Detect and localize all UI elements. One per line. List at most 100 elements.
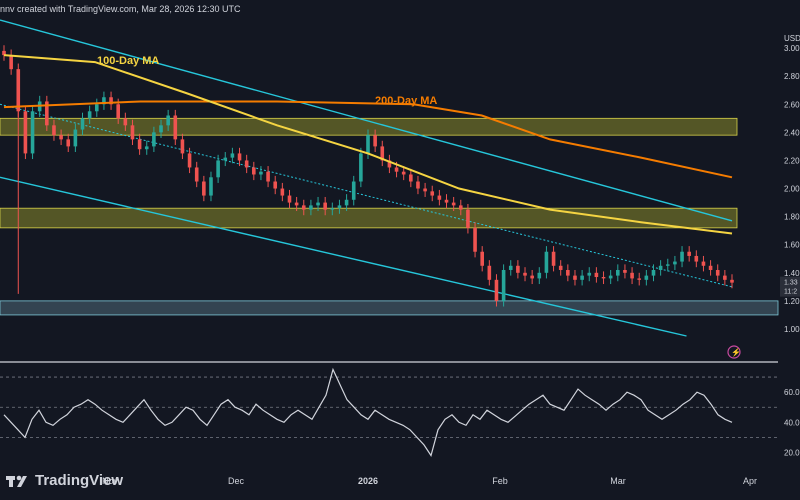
candle-body [116,104,120,119]
candle-body [694,255,699,262]
candle-body [344,199,349,206]
candle-body [209,177,213,196]
candle-body [337,205,342,209]
candle-body [359,153,363,182]
candle-body [730,279,734,283]
last-price-label: 1.33 [784,280,798,287]
candle-body [216,160,220,178]
candle-body [87,111,92,119]
candle-body [351,181,356,200]
candle-body [316,202,320,206]
ma-100-annotation: 100-Day MA [97,55,159,67]
candle-body [530,275,534,279]
candle-body [94,104,99,112]
time-axis-label: Apr [743,476,757,486]
candle-body [573,275,577,280]
candle-body [658,265,663,270]
chart-header: nnv created with TradingView.com, Mar 28… [0,4,241,14]
price-tick-label: 2.60 [784,100,800,109]
candle-body [130,125,135,140]
channel-lower-line [0,176,687,337]
candle-body [723,275,727,280]
candle-body [73,129,78,147]
last-price-tag [780,276,800,297]
candle-body [473,227,477,252]
ma-200-line [3,100,733,179]
candle-body [66,139,71,147]
candle-body [109,97,113,105]
candle-body [287,195,292,203]
candle-body [380,146,385,161]
candle-body [401,171,406,175]
candle-body [323,202,327,210]
candle-body [223,157,228,161]
candle-body [166,115,170,126]
candle-body [501,269,506,301]
tradingview-logo-icon [6,475,27,487]
candle-body [409,174,413,182]
candle-body [80,118,85,130]
candle-body [608,275,613,279]
candle-body [637,278,642,280]
candle-body [651,269,656,276]
rsi-tick-label: 60.00 [784,388,800,397]
candle-body [309,205,313,210]
price-tick-label: 2.40 [784,128,800,137]
candle-body [273,181,278,189]
countdown-label: 11:2 [784,289,797,296]
price-tick-label: 2.80 [784,72,800,81]
candle-body [280,188,285,196]
price-tick-label: 1.00 [784,325,800,334]
candle-body [551,251,556,266]
candle-body [566,269,570,276]
candle-body [9,55,13,70]
currency-label: USD [784,34,800,43]
candle-body [180,139,185,154]
candle-body [715,269,720,276]
rsi-tick-label: 40.00 [784,418,800,427]
candle-body [59,135,63,140]
alert-icon[interactable] [727,345,741,359]
candle-body [430,191,435,196]
candle-body [23,111,28,154]
candle-body [487,265,492,280]
candle-body [123,118,128,126]
channel-mid-line [0,103,733,288]
support-zone [0,300,779,316]
candle-body [580,275,584,280]
time-axis-label: Nov [102,476,119,486]
price-tick-label: 2.20 [784,156,800,165]
candle-body [458,205,463,210]
candle-body [537,272,542,279]
candle-body [194,167,199,182]
candle-body [594,272,599,278]
time-axis-label: Feb [492,476,508,486]
candle-body [494,279,499,301]
tradingview-logo[interactable]: TradingView [6,472,123,489]
candle-body [230,153,235,158]
price-tick-label: 3.00 [784,44,800,53]
price-tick-label: 1.20 [784,297,800,306]
candle-body [466,209,470,228]
candle-body [144,146,149,150]
candle-body [437,195,442,200]
candle-body [644,275,649,280]
candle-body [159,125,163,133]
alert-bolt-icon: ⚡ [731,347,741,357]
candle-body [294,202,299,206]
candle-body [423,188,427,192]
candle-body [187,153,192,168]
candle-body [259,171,263,175]
candle-body [266,171,270,182]
candle-body [544,251,549,273]
channel-upper-line [0,19,733,222]
candle-body [301,205,306,210]
candle-body [416,181,420,189]
candle-body [601,277,606,279]
candle-body [237,153,242,161]
candle-body [680,251,684,262]
price-tick-label: 1.40 [784,269,800,278]
candle-body [516,265,520,273]
